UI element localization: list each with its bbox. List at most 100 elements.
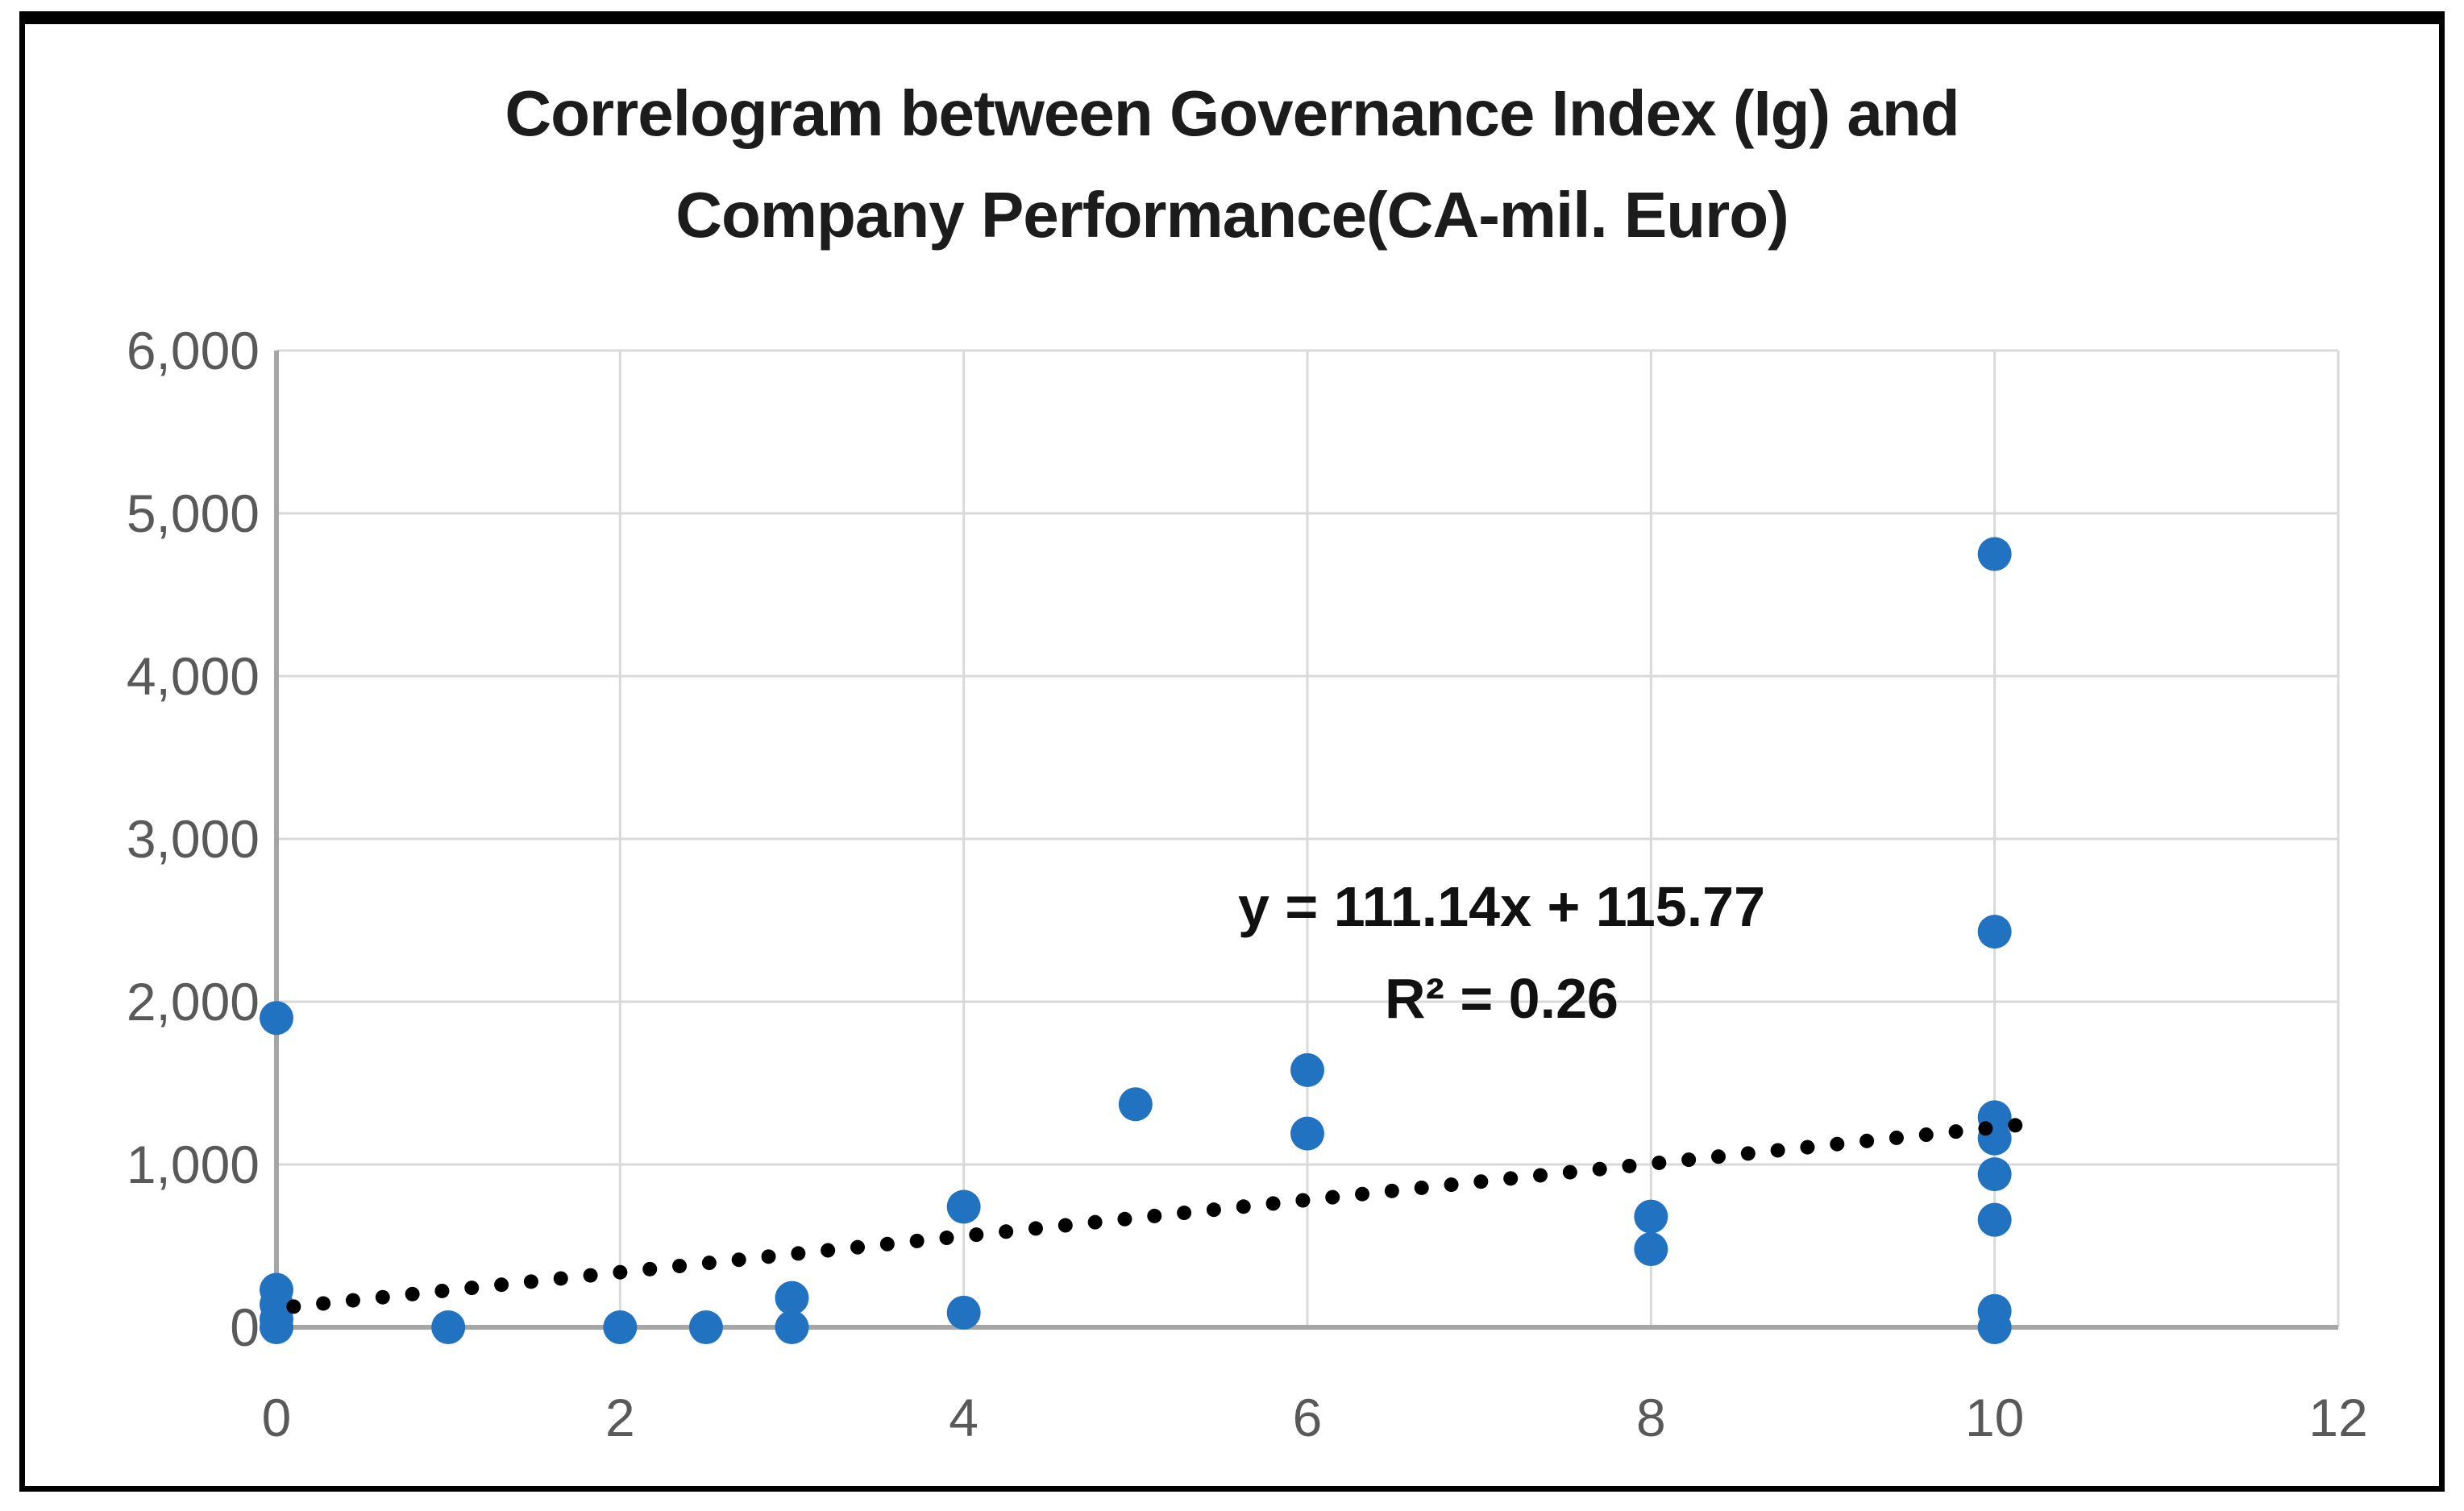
y-axis-tick-label: 5,000 [127, 484, 260, 543]
scatter-point [1977, 537, 2012, 571]
trendline-dot [1770, 1143, 1785, 1158]
trendline-dot [999, 1224, 1014, 1239]
x-axis-tick-label: 4 [949, 1388, 979, 1447]
trendline-dot [1800, 1139, 1815, 1155]
trendline-dot [1355, 1186, 1370, 1202]
trendline-dot [1177, 1206, 1192, 1221]
trendline-dot [850, 1239, 866, 1255]
trendline-dot [1265, 1196, 1281, 1211]
scatter-point [260, 1310, 293, 1344]
scatter-point [1634, 1199, 1668, 1234]
y-axis-tick-label: 6,000 [127, 321, 260, 380]
y-axis-tick-label: 2,000 [127, 972, 260, 1032]
trendline-dot [1295, 1193, 1311, 1208]
trendline-dot [553, 1271, 568, 1286]
trendline-dot [1325, 1189, 1340, 1205]
trendline-dot [494, 1277, 509, 1293]
trendline-dot [969, 1227, 984, 1243]
trendline-dot [642, 1261, 658, 1276]
x-axis-tick-label: 12 [2308, 1388, 2367, 1447]
x-axis-tick-label: 10 [1965, 1388, 2024, 1447]
chart-title-line-1: Correlogram between Governance Index (Ig… [505, 77, 1959, 149]
trendline-dot [1028, 1221, 1043, 1236]
trendline-dot [1057, 1218, 1073, 1233]
y-axis-tick-label: 1,000 [127, 1135, 260, 1194]
trendline-dot [286, 1299, 301, 1314]
scatter-point [1290, 1116, 1324, 1151]
trendline-dot [1414, 1180, 1429, 1195]
trendline-dot [1918, 1127, 1934, 1143]
trendline-dot [1444, 1177, 1459, 1193]
trendline-dot [1978, 1121, 1993, 1136]
trendline-dot [1473, 1174, 1489, 1189]
trendline-dot [1710, 1149, 1726, 1164]
trendline-equation-label: y = 111.14x + 115.77 R² = 0.26 [1095, 861, 1909, 1044]
scatter-point [1977, 1310, 2012, 1344]
trendline-dot [1384, 1183, 1399, 1198]
trendline-dot [1740, 1146, 1756, 1161]
trendline-dot [701, 1256, 717, 1271]
x-axis-tick-label: 6 [1293, 1388, 1323, 1447]
trendline-dot [1562, 1164, 1577, 1180]
trendline-dot [1859, 1133, 1875, 1148]
chart-title-line-2: Company Performance(CA-mil. Euro) [675, 179, 1789, 251]
trendline-dot [1087, 1214, 1103, 1230]
trendline-dot [909, 1233, 925, 1248]
trendline-dot [405, 1286, 420, 1301]
trendline-dot [1117, 1211, 1132, 1227]
scatter-point [946, 1189, 981, 1224]
trendline-dot [345, 1293, 360, 1308]
trendline-dot [523, 1274, 538, 1289]
trendline-dot [1147, 1208, 1162, 1223]
scatter-point [1290, 1052, 1324, 1087]
trendline-r-squared-text: R² = 0.26 [1385, 967, 1618, 1030]
trendline-dot [821, 1243, 836, 1258]
x-axis-tick-label: 2 [605, 1388, 635, 1447]
scatter-point [1977, 1157, 2012, 1192]
y-axis-tick-label: 3,000 [127, 809, 260, 869]
trendline-dot [731, 1252, 746, 1268]
trendline-dot [1503, 1171, 1519, 1186]
trendline-dot [1681, 1152, 1697, 1168]
scatter-point [946, 1295, 981, 1330]
scatter-point [775, 1281, 809, 1315]
y-axis-tick-label: 4,000 [127, 646, 260, 706]
scatter-point [1977, 1202, 2012, 1237]
trendline-dot [791, 1246, 806, 1261]
trendline-dot [761, 1249, 776, 1264]
trendline-equation-text: y = 111.14x + 115.77 [1237, 875, 1766, 938]
trendline-dot [583, 1268, 598, 1283]
y-axis-tick-label: 0 [230, 1297, 260, 1357]
scatter-point [688, 1310, 723, 1344]
trendline-dot [1592, 1161, 1607, 1177]
chart-border-frame [19, 11, 2445, 1492]
x-axis-tick-label: 0 [262, 1388, 292, 1447]
trendline-dot [613, 1264, 628, 1280]
trendline-dot [879, 1236, 895, 1252]
scatter-point [1118, 1087, 1153, 1122]
scatter-point [1977, 915, 2012, 949]
scatter-point [260, 1001, 293, 1036]
trendline-dot [1948, 1124, 1963, 1139]
trendline-dot [1652, 1155, 1667, 1170]
scatter-point [1634, 1232, 1668, 1267]
trendline-dot [1533, 1168, 1548, 1183]
scatter-point [775, 1310, 809, 1344]
trendline-dot [316, 1296, 331, 1311]
trendline-dot [464, 1281, 480, 1296]
trendline-dot [375, 1289, 390, 1305]
trendline-dot [1830, 1136, 1845, 1152]
trendline-dot [1622, 1158, 1637, 1173]
trendline-dot [939, 1231, 954, 1246]
trendline-dot [672, 1258, 688, 1273]
trendline-dot [2008, 1118, 2023, 1133]
scatter-point [603, 1310, 638, 1344]
trendline-dot [1889, 1130, 1904, 1145]
trendline-dot [434, 1283, 450, 1298]
x-axis-tick-label: 8 [1636, 1388, 1666, 1447]
trendline-dot [1236, 1199, 1251, 1214]
chart-title: Correlogram between Governance Index (Ig… [0, 63, 2464, 266]
trendline-dot [1206, 1202, 1221, 1218]
